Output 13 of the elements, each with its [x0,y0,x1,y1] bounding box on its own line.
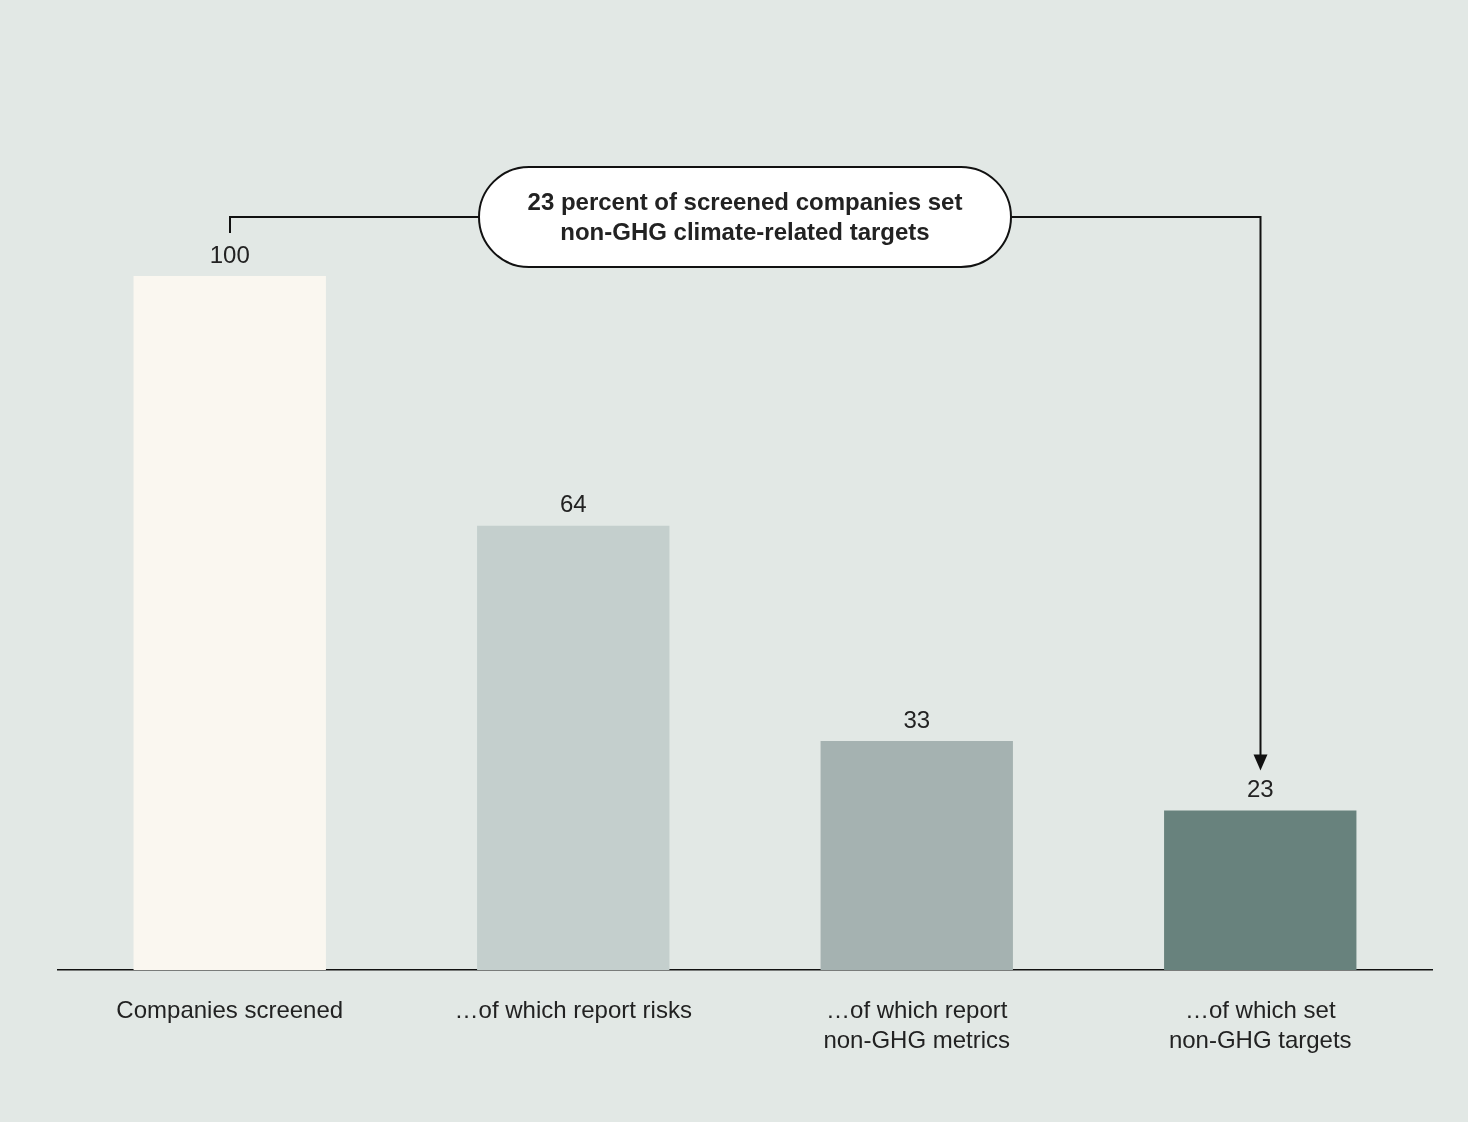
bar [477,525,670,970]
bar [820,740,1013,970]
x-tick-label: …of which report non-GHG metrics [823,995,1011,1053]
data-label: 100 [209,240,250,268]
x-tick-label: …of which set non-GHG targets [1168,995,1352,1053]
bar [133,276,326,970]
data-label: 64 [559,490,587,518]
bar [1164,810,1357,970]
x-tick-label: Companies screened [116,995,344,1023]
text: 23 percent of screened companies set non-GHG climate-related targets [478,166,1012,268]
data-label: 23 [1246,775,1274,803]
x-tick-label: …of which report risks [454,995,692,1023]
data-label: 33 [903,705,931,733]
